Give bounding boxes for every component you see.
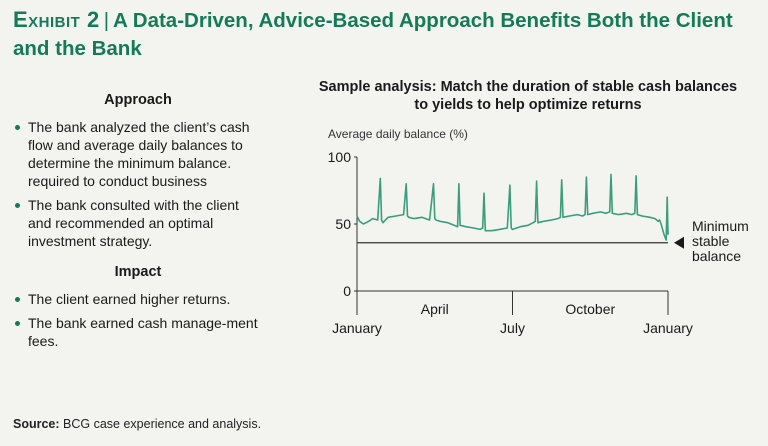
exhibit-number: Exhibit 2 xyxy=(13,7,100,32)
approach-bullet-2: The bank consulted with the client and r… xyxy=(14,196,260,250)
approach-heading: Approach xyxy=(104,92,172,108)
y-tick-label-0: 0 xyxy=(343,283,351,299)
text-panel: Approach The bank analyzed the client’s … xyxy=(14,92,284,356)
x-tick-label-1: April xyxy=(421,301,449,317)
minimum-balance-label-1: stable xyxy=(692,233,730,249)
minimum-balance-label-2: balance xyxy=(692,248,741,264)
impact-heading: Impact xyxy=(114,264,162,280)
impact-bullet-1: The client earned higher returns. xyxy=(14,290,288,308)
minimum-balance-label-0: Minimum xyxy=(692,218,749,234)
impact-bullet-2: The bank earned cash manage-ment fees. xyxy=(14,314,260,350)
minimum-balance-marker xyxy=(674,236,684,249)
title-separator: | xyxy=(103,9,110,32)
chart-title: Sample analysis: Match the duration of s… xyxy=(318,79,738,113)
source-text: BCG case experience and analysis. xyxy=(63,417,262,431)
approach-bullet-1: The bank analyzed the client’s cash flow… xyxy=(14,118,278,190)
x-tick-label-4: January xyxy=(643,320,693,336)
source-note: Source: BCG case experience and analysis… xyxy=(13,417,261,431)
x-tick-label-2: July xyxy=(500,320,525,336)
exhibit-heading: A Data-Driven, Advice-Based Approach Ben… xyxy=(13,9,733,60)
source-label: Source: xyxy=(13,417,60,431)
approach-list: The bank analyzed the client’s cash flow… xyxy=(14,118,284,250)
y-tick-label-100: 100 xyxy=(328,149,352,165)
x-tick-label-0: January xyxy=(332,320,382,336)
exhibit-title: Exhibit 2 | A Data-Driven, Advice-Based Ap… xyxy=(13,6,753,63)
y-axis-label: Average daily balance (%) xyxy=(328,127,468,141)
impact-list: The client earned higher returns. The ba… xyxy=(14,290,284,350)
balance-series-line-0 xyxy=(356,173,669,241)
y-tick-label-50: 50 xyxy=(335,216,351,232)
x-tick-label-3: October xyxy=(565,301,615,317)
